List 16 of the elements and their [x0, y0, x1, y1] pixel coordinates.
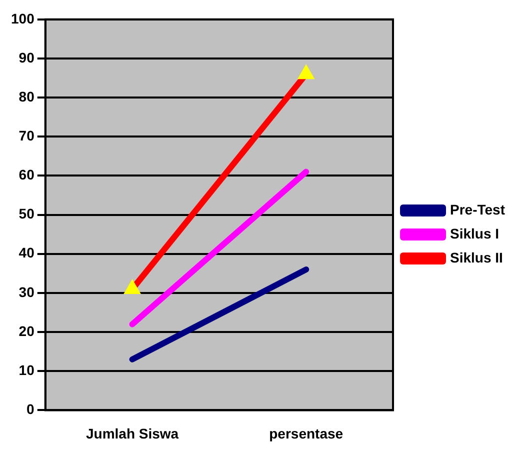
legend-label: Pre-Test: [450, 201, 506, 218]
y-tick-label: 50: [18, 206, 35, 222]
y-tick-label: 30: [18, 284, 35, 300]
legend-label: Siklus II: [450, 249, 503, 266]
x-tick-label: Jumlah Siswa: [86, 425, 179, 442]
y-tick-label: 70: [18, 128, 35, 144]
legend-label: Siklus I: [450, 225, 500, 242]
y-tick-label: 0: [26, 401, 35, 418]
y-tick-label: 100: [11, 10, 35, 26]
y-tick-label: 40: [18, 244, 35, 261]
x-tick-label: persentase: [269, 425, 344, 442]
y-tick-label: 20: [18, 322, 35, 339]
y-tick-label: 60: [18, 166, 35, 183]
y-tick-label: 80: [18, 88, 35, 104]
y-tick-label: 10: [18, 362, 35, 378]
y-tick-label: 90: [18, 49, 35, 66]
